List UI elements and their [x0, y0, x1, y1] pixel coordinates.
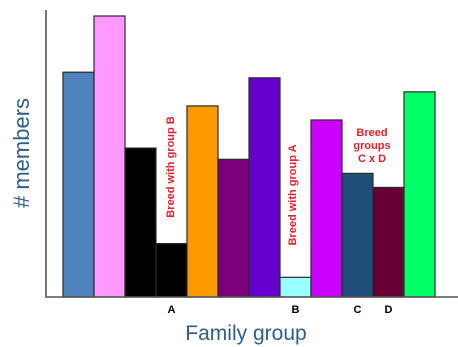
category-label-a: A — [168, 304, 176, 316]
bar-11 — [372, 186, 405, 298]
bar-4 — [155, 243, 188, 298]
bar-1 — [62, 71, 95, 298]
annotation-1: Breed with group B — [165, 116, 177, 218]
category-label-b: B — [292, 304, 300, 316]
bar-9 — [310, 119, 343, 298]
bars-group — [62, 15, 436, 298]
bar-2 — [93, 15, 126, 298]
annotations-group: Breed with group B Breed with group A Bree… — [165, 116, 391, 245]
category-labels: A B C D — [168, 304, 393, 316]
bar-3 — [124, 147, 157, 298]
category-label-c: C — [354, 304, 362, 316]
bar-8 — [279, 276, 312, 298]
category-label-d: D — [385, 304, 393, 316]
bar-12 — [403, 91, 436, 298]
bar-6 — [217, 158, 250, 298]
bar-7 — [248, 77, 281, 298]
axis-lines — [45, 10, 458, 298]
annotation-2: Breed with group A — [287, 144, 299, 245]
x-axis-label: Family group — [185, 322, 306, 345]
annotation-3: Breed groups C x D — [353, 127, 390, 165]
y-axis-label: # members — [9, 98, 34, 208]
bar-5 — [186, 105, 219, 298]
bar-10 — [341, 172, 374, 298]
